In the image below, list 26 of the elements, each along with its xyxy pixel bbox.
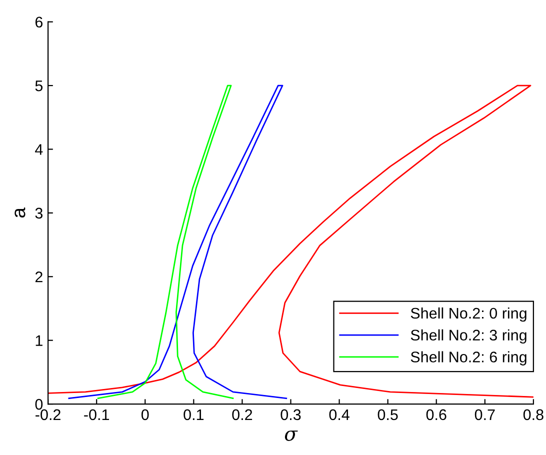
y-tick-label: 2: [35, 272, 42, 282]
x-tick-label: 0.8: [523, 409, 544, 420]
x-tick-label: -0.2: [36, 409, 60, 420]
legend-label: Shell No.2: 0 ring: [410, 307, 526, 322]
y-tick-label: 3: [35, 208, 43, 219]
line-series: [68, 84, 288, 399]
y-tick-label: 0: [35, 398, 43, 410]
x-tick-label: 0.7: [474, 409, 495, 420]
x-tick-label: 0.4: [329, 409, 350, 420]
x-tick-label: -0.1: [84, 409, 110, 420]
y-tick-label: 6: [35, 16, 43, 28]
x-tick-label: 0: [141, 409, 149, 420]
legend-label: Shell No.2: 3 ring: [410, 329, 526, 344]
line-series: [97, 84, 234, 399]
x-axis-title: σ: [284, 430, 298, 441]
y-tick-label: 1: [36, 335, 42, 346]
x-tick-label: 0.5: [378, 409, 398, 420]
y-tick-label: 5: [35, 80, 43, 92]
x-tick-label: 0.6: [426, 409, 446, 420]
line-series: [48, 84, 534, 398]
x-tick-label: 0.3: [280, 409, 301, 420]
x-tick-label: 0.1: [184, 409, 204, 420]
x-tick-label: 0.2: [232, 409, 252, 420]
legend-label: Shell No.2: 6 ring: [410, 351, 526, 366]
y-tick-label: 4: [35, 144, 43, 155]
y-axis-title: a: [14, 208, 26, 218]
